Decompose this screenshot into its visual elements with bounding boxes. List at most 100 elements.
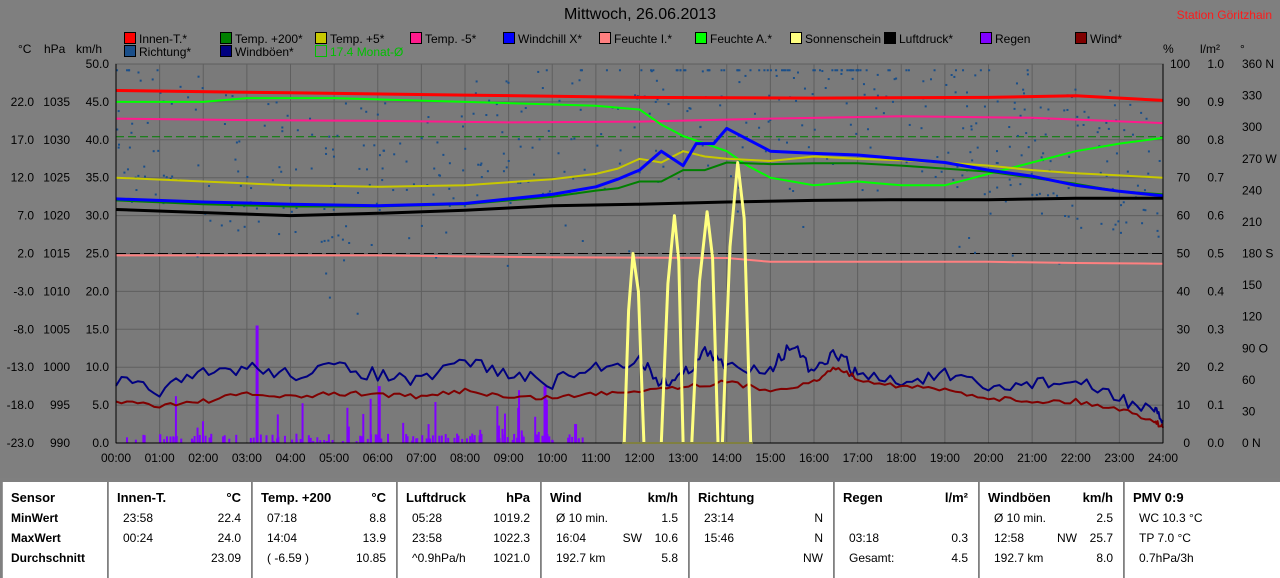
direction-point bbox=[405, 188, 408, 191]
direction-point bbox=[137, 174, 140, 177]
rain-bar bbox=[228, 438, 231, 443]
direction-point bbox=[802, 225, 805, 228]
stats-row: 23:58 22.4 bbox=[109, 508, 251, 528]
y-tick-label-percent: 60 bbox=[1177, 209, 1191, 223]
direction-point bbox=[849, 69, 852, 72]
direction-point bbox=[947, 151, 950, 154]
direction-point bbox=[1040, 212, 1043, 215]
direction-point bbox=[812, 69, 815, 72]
y-tick-label-hpa: 990 bbox=[50, 436, 70, 450]
direction-point bbox=[876, 73, 879, 76]
direction-point bbox=[295, 207, 298, 210]
direction-point bbox=[162, 174, 165, 177]
x-tick-label: 22:00 bbox=[1061, 451, 1091, 465]
stats-row: NW bbox=[690, 548, 833, 568]
direction-point bbox=[1147, 172, 1150, 175]
direction-point bbox=[128, 146, 131, 149]
direction-point bbox=[1009, 184, 1012, 187]
direction-point bbox=[766, 69, 769, 72]
x-tick-label: 10:00 bbox=[537, 451, 567, 465]
direction-point bbox=[1080, 226, 1083, 229]
legend-swatch bbox=[315, 45, 327, 57]
rain-bar bbox=[456, 440, 459, 443]
sunshine-peak bbox=[720, 161, 753, 444]
direction-point bbox=[699, 126, 702, 129]
rain-bar bbox=[377, 386, 381, 443]
rain-bar bbox=[276, 414, 279, 443]
direction-point bbox=[720, 69, 723, 72]
stats-panel-header: PMV 0:9 bbox=[1125, 488, 1280, 508]
direction-point bbox=[952, 178, 955, 181]
direction-point bbox=[474, 92, 477, 95]
direction-point bbox=[962, 69, 965, 72]
y-tick-label-rain: 0.2 bbox=[1207, 360, 1224, 374]
direction-point bbox=[753, 112, 756, 115]
direction-point bbox=[1142, 208, 1145, 211]
direction-point bbox=[117, 146, 120, 149]
direction-point bbox=[123, 171, 126, 174]
direction-point bbox=[795, 99, 798, 102]
direction-point bbox=[1105, 174, 1108, 177]
rain-bar bbox=[402, 422, 405, 443]
direction-point bbox=[1023, 92, 1026, 95]
direction-point bbox=[309, 117, 312, 120]
direction-point bbox=[572, 177, 575, 180]
y-tick-label-hpa: 1000 bbox=[43, 360, 70, 374]
rain-bar bbox=[506, 437, 509, 443]
y-tick-label-rain: 0.8 bbox=[1207, 133, 1224, 147]
series-line bbox=[115, 196, 1163, 218]
stats-panel-header: Luftdruck hPa bbox=[398, 488, 540, 508]
direction-point bbox=[131, 122, 134, 125]
chart-area: 00:00 01:00 02:00 03:00 04:00 05:00 06:00 07:00… bbox=[6, 6, 1278, 465]
stats-row: MaxWert bbox=[3, 528, 107, 548]
direction-point bbox=[684, 69, 687, 72]
stats-cell-value: N bbox=[814, 531, 823, 545]
direction-point bbox=[1067, 187, 1070, 190]
stats-cell-direction: NW bbox=[1057, 531, 1077, 545]
stats-panel-unit: °C bbox=[371, 490, 386, 505]
direction-point bbox=[1076, 124, 1079, 127]
direction-point bbox=[954, 91, 957, 94]
rain-bar bbox=[405, 434, 408, 443]
direction-point bbox=[758, 126, 761, 129]
direction-point bbox=[427, 116, 430, 119]
direction-point bbox=[267, 103, 270, 106]
stats-row: 14:04 13.9 bbox=[253, 528, 396, 548]
direction-point bbox=[1066, 108, 1069, 111]
direction-point bbox=[1008, 178, 1011, 181]
direction-point bbox=[784, 69, 787, 72]
direction-point bbox=[250, 187, 253, 190]
y-tick-label-percent: 50 bbox=[1177, 247, 1191, 261]
direction-point bbox=[1147, 150, 1150, 153]
direction-point bbox=[840, 72, 843, 75]
stats-cell-label: Durchschnitt bbox=[11, 551, 86, 565]
rain-bar bbox=[429, 438, 432, 443]
rain-bar bbox=[516, 437, 519, 443]
y-tick-label-kmh: 30.0 bbox=[86, 209, 110, 223]
y-tick-label-kmh: 10.0 bbox=[86, 360, 110, 374]
stats-cell-value: 10.85 bbox=[355, 551, 386, 565]
direction-point bbox=[888, 69, 891, 72]
rain-bar bbox=[255, 325, 259, 443]
x-tick-label: 02:00 bbox=[188, 451, 218, 465]
direction-point bbox=[462, 169, 465, 172]
direction-point bbox=[976, 146, 979, 149]
stats-panel-title: Regen bbox=[843, 490, 883, 505]
direction-point bbox=[813, 69, 816, 72]
direction-point bbox=[956, 186, 959, 189]
rain-bar bbox=[520, 430, 523, 443]
direction-point bbox=[676, 69, 679, 72]
stats-cell-label: ^0.9hPa/h bbox=[412, 551, 466, 565]
stats-cell-label: 15:46 bbox=[704, 531, 735, 545]
rain-bar bbox=[222, 436, 225, 443]
direction-point bbox=[375, 202, 378, 205]
direction-point bbox=[1120, 204, 1123, 207]
direction-point bbox=[831, 69, 834, 72]
direction-point bbox=[856, 69, 859, 72]
direction-point bbox=[275, 101, 278, 104]
direction-point bbox=[655, 149, 658, 152]
direction-point bbox=[741, 146, 744, 149]
stats-cell-label: 0.7hPa/3h bbox=[1139, 551, 1194, 565]
stats-cell-value: 1.5 bbox=[661, 511, 678, 525]
stats-panel-unit: km/h bbox=[647, 490, 678, 505]
